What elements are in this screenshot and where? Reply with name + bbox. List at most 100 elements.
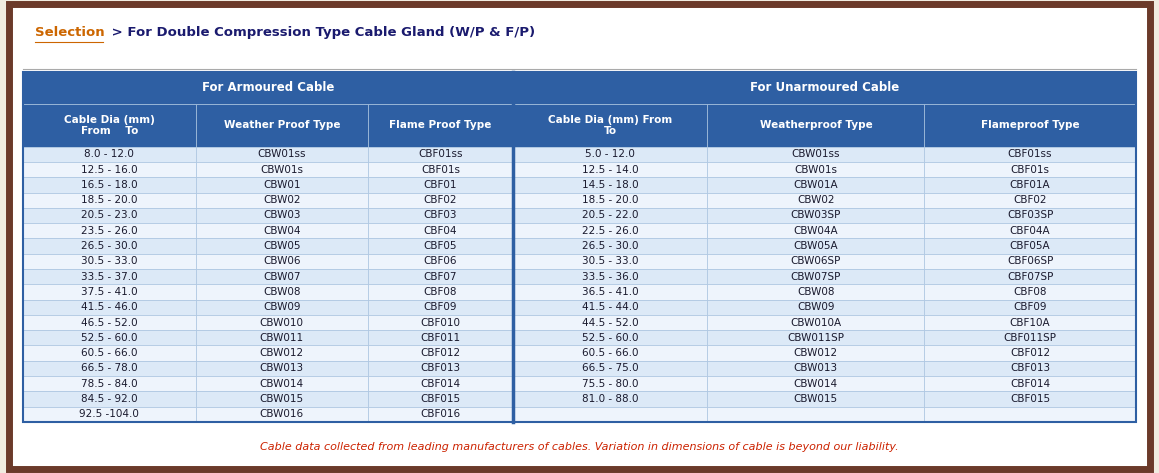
Text: 26.5 - 30.0: 26.5 - 30.0: [582, 241, 639, 251]
Bar: [369, 391, 512, 407]
Bar: [925, 177, 1136, 193]
Text: CBW016: CBW016: [260, 409, 304, 419]
Text: CBF09: CBF09: [424, 302, 457, 312]
Text: CBW04A: CBW04A: [794, 226, 838, 236]
Text: CBF05: CBF05: [424, 241, 457, 251]
Bar: [369, 269, 512, 284]
Text: 12.5 - 14.0: 12.5 - 14.0: [582, 165, 639, 175]
Text: CBF016: CBF016: [421, 409, 460, 419]
Bar: [369, 193, 512, 208]
Text: 92.5 -104.0: 92.5 -104.0: [80, 409, 139, 419]
Bar: [512, 208, 707, 223]
Text: 20.5 - 23.0: 20.5 - 23.0: [81, 210, 138, 220]
Text: CBF01A: CBF01A: [1009, 180, 1050, 190]
Text: CBW05A: CBW05A: [794, 241, 838, 251]
Bar: [369, 407, 512, 422]
Text: CBW012: CBW012: [260, 348, 304, 358]
Text: 30.5 - 33.0: 30.5 - 33.0: [81, 256, 138, 266]
Text: CBW09: CBW09: [797, 302, 834, 312]
Text: CBW015: CBW015: [260, 394, 304, 404]
Text: 14.5 - 18.0: 14.5 - 18.0: [582, 180, 639, 190]
Bar: [707, 238, 925, 254]
Bar: [23, 299, 196, 315]
Bar: [369, 361, 512, 376]
Bar: [925, 315, 1136, 330]
Text: CBW014: CBW014: [260, 379, 304, 389]
Bar: [196, 254, 369, 269]
Bar: [512, 361, 707, 376]
Text: CBF013: CBF013: [421, 363, 460, 373]
Bar: [512, 269, 707, 284]
Text: Flame Proof Type: Flame Proof Type: [389, 120, 491, 131]
Text: CBF01: CBF01: [424, 180, 457, 190]
Bar: [512, 72, 1136, 104]
Bar: [707, 284, 925, 299]
Bar: [369, 162, 512, 177]
Text: CBF015: CBF015: [1009, 394, 1050, 404]
Bar: [707, 177, 925, 193]
Text: CBF05A: CBF05A: [1009, 241, 1050, 251]
Text: CBW07SP: CBW07SP: [790, 272, 841, 281]
Bar: [196, 177, 369, 193]
Bar: [369, 147, 512, 162]
Bar: [707, 269, 925, 284]
Text: CBW08: CBW08: [263, 287, 300, 297]
Text: 41.5 - 44.0: 41.5 - 44.0: [582, 302, 639, 312]
Bar: [23, 72, 512, 104]
Bar: [23, 376, 196, 391]
Bar: [23, 330, 196, 345]
Bar: [925, 147, 1136, 162]
Bar: [369, 376, 512, 391]
Bar: [196, 345, 369, 361]
Text: CBF01ss: CBF01ss: [418, 149, 462, 159]
Bar: [925, 330, 1136, 345]
Bar: [707, 193, 925, 208]
Bar: [925, 284, 1136, 299]
Text: CBW013: CBW013: [794, 363, 838, 373]
Text: CBW03SP: CBW03SP: [790, 210, 841, 220]
Text: CBF08: CBF08: [1013, 287, 1047, 297]
Bar: [925, 238, 1136, 254]
Bar: [925, 208, 1136, 223]
Bar: [707, 162, 925, 177]
Text: CBF01s: CBF01s: [1011, 165, 1050, 175]
Text: CBF02: CBF02: [1013, 195, 1047, 205]
Bar: [512, 177, 707, 193]
Bar: [707, 104, 925, 147]
Bar: [23, 315, 196, 330]
Text: 20.5 - 22.0: 20.5 - 22.0: [582, 210, 639, 220]
Text: 5.0 - 12.0: 5.0 - 12.0: [585, 149, 635, 159]
Text: Selection: Selection: [35, 26, 104, 39]
Bar: [925, 376, 1136, 391]
Text: 66.5 - 75.0: 66.5 - 75.0: [582, 363, 639, 373]
Bar: [369, 299, 512, 315]
Text: CBF03SP: CBF03SP: [1007, 210, 1054, 220]
Bar: [512, 254, 707, 269]
Text: 66.5 - 78.0: 66.5 - 78.0: [81, 363, 138, 373]
Bar: [707, 330, 925, 345]
Text: 23.5 - 26.0: 23.5 - 26.0: [81, 226, 138, 236]
Text: CBF014: CBF014: [421, 379, 460, 389]
Text: Weatherproof Type: Weatherproof Type: [759, 120, 873, 131]
Text: 8.0 - 12.0: 8.0 - 12.0: [85, 149, 134, 159]
Bar: [23, 162, 196, 177]
Text: CBF011: CBF011: [421, 333, 460, 343]
Bar: [369, 223, 512, 238]
Bar: [196, 407, 369, 422]
Bar: [512, 284, 707, 299]
Bar: [512, 391, 707, 407]
Text: 26.5 - 30.0: 26.5 - 30.0: [81, 241, 138, 251]
Text: For Armoured Cable: For Armoured Cable: [202, 81, 334, 95]
Text: CBW010: CBW010: [260, 317, 304, 327]
Text: 60.5 - 66.0: 60.5 - 66.0: [582, 348, 639, 358]
Text: 84.5 - 92.0: 84.5 - 92.0: [81, 394, 138, 404]
Text: 16.5 - 18.0: 16.5 - 18.0: [81, 180, 138, 190]
Bar: [369, 208, 512, 223]
Text: 78.5 - 84.0: 78.5 - 84.0: [81, 379, 138, 389]
Text: 44.5 - 52.0: 44.5 - 52.0: [582, 317, 639, 327]
Text: CBW011SP: CBW011SP: [787, 333, 845, 343]
Bar: [196, 391, 369, 407]
Bar: [512, 407, 707, 422]
Text: Cable data collected from leading manufacturers of cables. Variation in dimensio: Cable data collected from leading manufa…: [260, 442, 899, 452]
Bar: [23, 104, 196, 147]
